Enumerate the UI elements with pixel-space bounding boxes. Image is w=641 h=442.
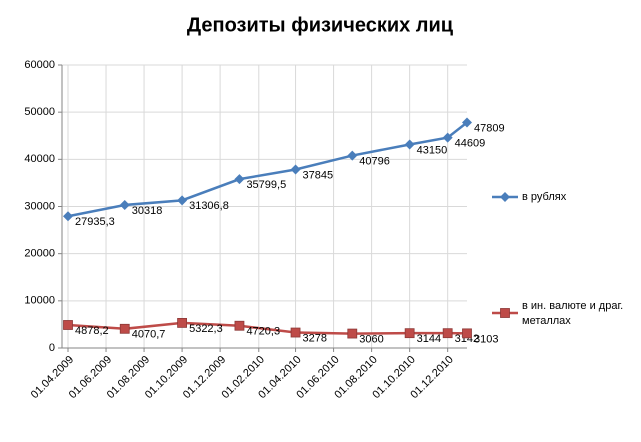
data-label: 3278 [303, 332, 327, 344]
y-tick-label: 30000 [24, 200, 55, 212]
marker [462, 328, 472, 339]
data-label: 27935,3 [75, 216, 115, 228]
marker [500, 308, 510, 318]
data-label: 40796 [359, 155, 390, 167]
y-tick-label: 20000 [24, 248, 55, 260]
legend-label: в рублях [522, 191, 567, 203]
data-label: 35799,5 [246, 179, 286, 191]
data-label: 31306,8 [189, 200, 229, 212]
marker [442, 328, 453, 339]
marker [404, 328, 415, 339]
y-tick-label: 0 [49, 342, 55, 354]
data-label: 4720,3 [246, 326, 280, 338]
marker [500, 192, 510, 202]
y-tick-label: 40000 [24, 153, 55, 165]
marker [347, 150, 358, 161]
legend-line-1: в ин. валюте и драг. [522, 300, 623, 312]
data-label: 4070,7 [132, 329, 166, 341]
series-line [67, 121, 468, 218]
chart-title: Депозиты физических лиц [187, 14, 454, 36]
marker [234, 320, 245, 331]
legend-label: в ин. валюте и драг. металлах [522, 300, 623, 327]
marker [177, 195, 188, 206]
data-label: 3103 [474, 333, 498, 345]
marker [290, 164, 301, 175]
marker [462, 117, 472, 128]
marker [63, 320, 73, 330]
marker [290, 327, 301, 338]
marker [177, 317, 187, 328]
data-label: 5322,3 [189, 323, 223, 335]
marker [119, 200, 130, 211]
marker [119, 323, 130, 334]
data-label: 37845 [303, 169, 334, 181]
y-tick-label: 50000 [24, 106, 55, 118]
data-label: 3060 [359, 333, 383, 345]
data-label: 43150 [417, 144, 448, 156]
marker [63, 211, 73, 222]
marker [442, 132, 453, 143]
data-label: 3144 [417, 333, 441, 345]
data-label: 3142 [455, 333, 479, 345]
data-label: 4878,2 [75, 325, 109, 337]
data-label: 44609 [455, 138, 486, 150]
data-label: 30318 [132, 205, 163, 217]
data-label: 47809 [474, 122, 505, 134]
marker [234, 174, 245, 185]
y-tick-label: 60000 [24, 59, 55, 71]
legend-line-2: металлах [522, 315, 571, 327]
y-tick-label: 10000 [24, 295, 55, 307]
marker [347, 328, 358, 339]
marker [404, 139, 415, 150]
